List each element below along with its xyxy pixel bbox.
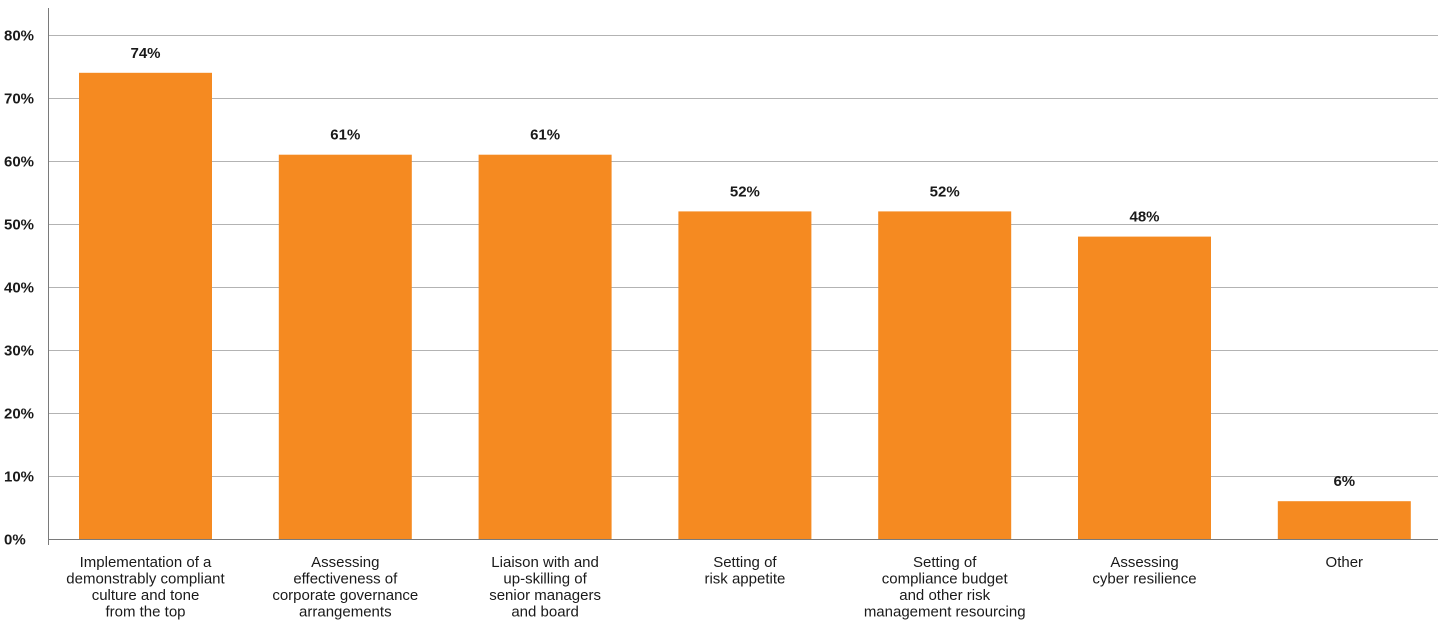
x-tick-label: Implementation of a demonstrably complian…	[66, 554, 225, 621]
y-tick-label: 0%	[4, 532, 26, 549]
y-tick-label: 40%	[4, 280, 34, 297]
bar	[1078, 236, 1211, 539]
bar	[79, 72, 212, 540]
data-label: 61%	[330, 127, 360, 144]
bar	[278, 154, 412, 539]
bar	[878, 211, 1012, 539]
y-tick-label: 30%	[4, 343, 34, 360]
x-tick-label: Liaison with and up-skilling of senior man…	[489, 554, 601, 621]
data-label: 48%	[1129, 209, 1159, 226]
data-label: 61%	[530, 127, 560, 144]
x-tick-label: Assessing cyber resilience	[1092, 554, 1196, 588]
y-tick-label: 20%	[4, 406, 34, 423]
x-tick-label: Setting of compliance budget and other ris…	[864, 554, 1026, 621]
bar	[678, 211, 812, 539]
y-tick-label: 10%	[4, 469, 34, 486]
y-tick-label: 80%	[4, 28, 34, 45]
data-label: 74%	[130, 45, 160, 62]
bar	[478, 154, 612, 539]
bar	[1277, 501, 1411, 539]
data-label: 52%	[930, 183, 960, 200]
y-tick-label: 50%	[4, 217, 34, 234]
y-tick-label: 60%	[4, 154, 34, 171]
data-label: 52%	[730, 183, 760, 200]
x-tick-label: Assessing effectiveness of corporate gover…	[272, 554, 418, 621]
y-tick-label: 70%	[4, 91, 34, 108]
x-tick-label: Setting of risk appetite	[704, 554, 785, 588]
x-tick-label: Other	[1326, 554, 1364, 571]
data-label: 6%	[1333, 473, 1355, 490]
